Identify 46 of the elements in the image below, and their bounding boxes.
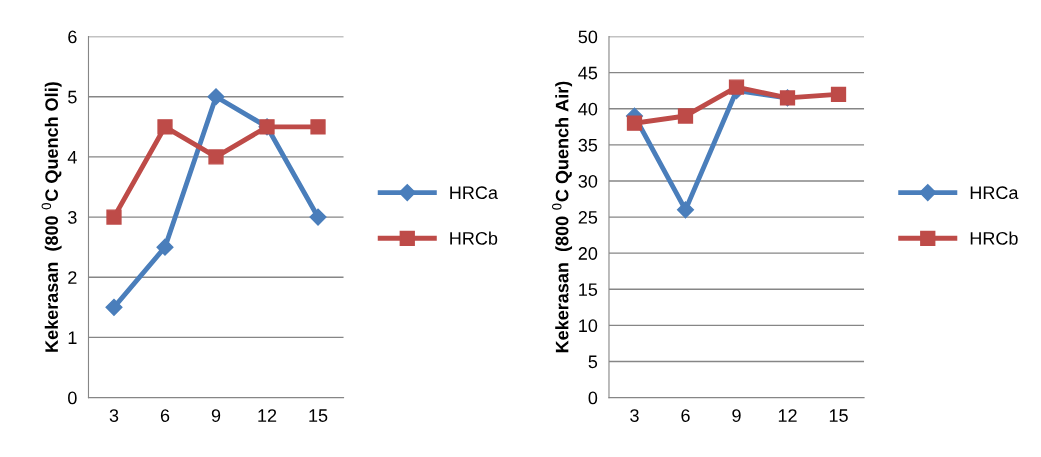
y-tick-label: 10 [579,319,598,333]
point [207,88,225,106]
y-axis-title: Kekerasan (800 $^{0}$C Quench Air) [552,81,573,353]
point [676,201,695,219]
y-tick-label: 15 [579,283,598,296]
y-tick-label: 5 [68,90,77,104]
y-tick-label: 6 [68,30,77,44]
legend-label: HRCa [450,186,498,200]
x-tick-label: 9 [732,409,741,422]
legend-label: HRCb [450,231,498,245]
point [105,298,123,316]
y-tick-label: 25 [578,211,598,224]
y-tick-label: 45 [578,66,598,80]
x-tick-label: 15 [829,409,848,422]
y-tick-label: 50 [578,30,598,44]
y-tick-label: 0 [588,391,598,405]
x-tick-label: 6 [681,409,690,422]
y-tick-label: 35 [578,138,598,152]
y-tick-label: 2 [68,271,77,284]
point [309,208,327,226]
x-tick-label: 15 [309,409,328,422]
point [626,115,643,131]
x-tick-label: 12 [258,409,277,422]
y-tick-label: 30 [578,174,598,188]
point [830,86,847,102]
y-tick-label: 20 [578,247,598,260]
x-tick-label: 6 [160,409,170,422]
legend-label: HRCb [970,231,1018,245]
y-tick-label: 1 [68,331,77,344]
point [157,119,173,135]
y-tick-label: 4 [67,151,77,164]
x-tick-label: 9 [211,409,221,422]
y-tick-label: 0 [68,391,77,405]
legend-label: HRCa [970,186,1019,200]
point [208,149,224,165]
y-tick-label: 40 [578,102,598,116]
y-tick-label: 3 [68,211,77,224]
point [677,108,694,124]
y-axis-title: Kekerasan (800 $^{0}$C Quench Oli) [41,82,62,352]
point [310,119,326,135]
y-tick-label: 5 [588,355,598,369]
point [106,209,122,225]
x-tick-label: 3 [630,409,639,422]
x-tick-label: 3 [109,409,119,422]
point [156,238,174,256]
x-tick-label: 12 [778,409,797,422]
